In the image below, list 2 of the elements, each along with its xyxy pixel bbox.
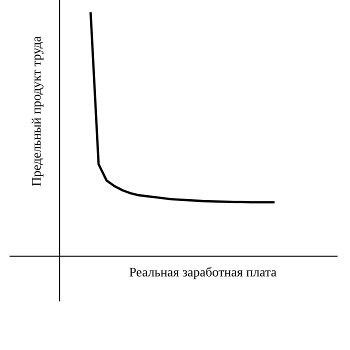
x-axis-title: Реальная заработная плата <box>130 267 276 280</box>
y-axis-title: Предельный продукт труда <box>32 36 44 186</box>
